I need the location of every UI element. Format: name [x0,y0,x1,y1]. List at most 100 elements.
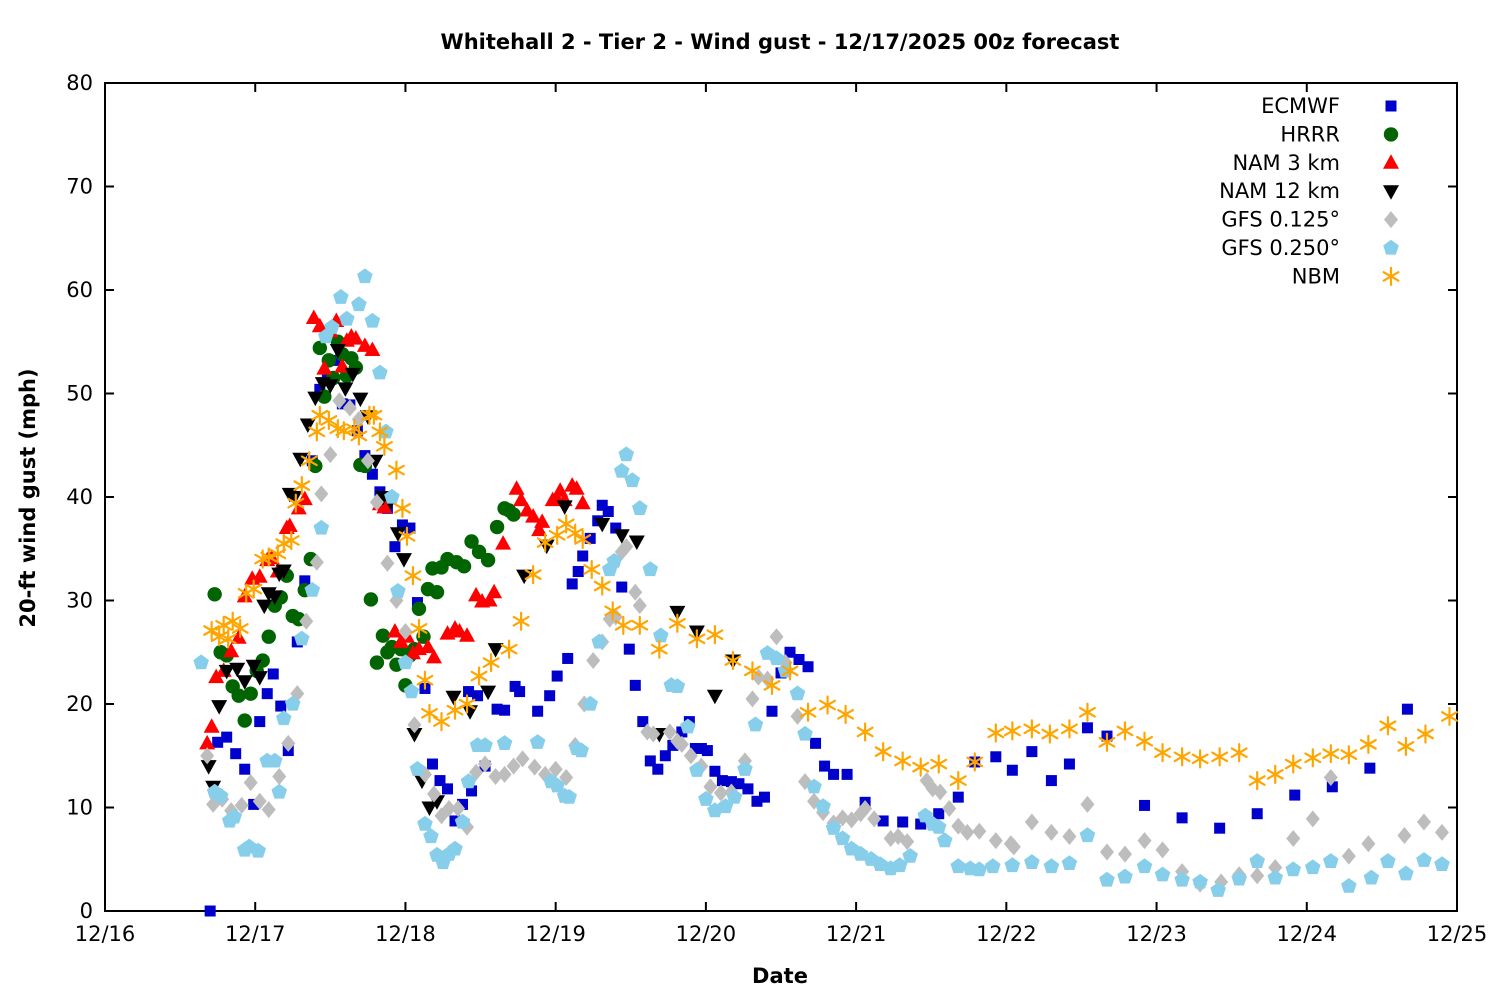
asterisk-spoke [1060,723,1078,735]
data-point-gfs-0-250 [384,488,400,504]
data-point-nbm [949,770,967,791]
data-point-ecmwf [1214,822,1226,834]
data-point-nbm [557,514,575,534]
x-axis-label: Date [752,964,808,988]
data-point-nbm [966,752,984,772]
data-point-nam-12-km [445,690,462,706]
data-point-gfs-0-125 [790,707,805,725]
data-point-ecmwf [1063,758,1075,770]
data-point-nam-12-km [251,671,268,686]
data-point-ecmwf [1326,781,1338,793]
data-point-nbm [219,629,237,649]
data-point-gfs-0-125 [988,832,1003,850]
data-point-ecmwf [366,468,378,480]
asterisk-spoke [1078,706,1096,718]
data-point-nam-3-km [513,491,530,507]
data-point-nam-12-km [245,659,262,675]
data-point-nbm [743,661,761,681]
data-point-gfs-0-250 [698,791,714,806]
data-point-nbm [282,530,300,551]
data-point-gfs-0-250 [1024,854,1040,869]
data-point-nam-12-km [236,675,253,690]
data-point-ecmwf [1045,775,1057,787]
data-point-nam-12-km [322,379,339,394]
data-point-ecmwf [204,905,216,917]
data-point-hrrr [411,601,427,616]
asterisk-spoke [1041,728,1059,740]
asterisk-spoke [987,727,1005,739]
data-point-nam-12-km [421,801,438,816]
asterisk-spoke [308,426,326,438]
data-point-nbm [365,405,383,425]
y-tick-label: 70 [66,175,93,199]
data-point-nam-12-km [211,700,228,715]
data-point-nam-3-km [199,734,216,750]
data-point-gfs-0-125 [261,801,276,819]
data-point-gfs-0-250 [1249,853,1266,868]
data-point-nbm [987,723,1005,743]
data-point-ecmwf [742,783,754,795]
data-point-nbm [583,559,601,580]
data-point-nbm [416,670,434,690]
asterisk-spoke [912,761,930,773]
data-point-hrrr [261,629,276,644]
data-point-nbm [1191,749,1209,769]
asterisk-spoke [1211,751,1229,763]
legend-marker-nam-3-km [1383,154,1399,169]
data-point-nbm [874,742,892,762]
data-point-gfs-0-250 [936,832,953,848]
data-point-ecmwf [915,818,927,830]
data-point-nbm [404,566,422,586]
data-point-nam-12-km [706,689,723,705]
data-point-nbm [433,711,450,732]
data-point-nam-12-km [406,728,423,743]
data-point-ecmwf [802,661,814,673]
data-point-nbm [1441,706,1458,727]
data-point-gfs-0-250 [653,627,669,643]
data-point-ecmwf [404,522,416,534]
data-point-gfs-0-125 [769,628,784,646]
data-point-gfs-0-125 [200,747,215,765]
data-point-nam-12-km [628,535,645,551]
legend-marker-nam-12-km [1383,185,1399,200]
data-point-gfs-0-125 [745,690,760,708]
data-point-gfs-0-125 [1341,847,1356,865]
data-point-gfs-0-125 [683,747,698,765]
data-point-gfs-0-250 [447,840,463,856]
data-point-nbm [470,666,488,686]
data-point-ecmwf [299,575,311,587]
data-point-gfs-0-125 [972,822,987,840]
data-point-nbm [335,421,353,441]
asterisk-spoke [482,657,500,668]
asterisk-spoke [524,569,542,580]
data-point-ecmwf [472,690,484,702]
data-point-gfs-0-125 [1361,835,1376,853]
data-point-gfs-0-250 [1043,858,1060,874]
data-point-ecmwf [221,731,233,743]
data-point-hrrr [237,713,252,728]
data-point-gfs-0-250 [1154,866,1171,882]
data-point-gfs-0-250 [747,716,764,732]
asterisk-spoke [320,415,338,426]
asterisk-spoke [837,708,855,720]
data-point-nbm [706,625,724,645]
data-point-hrrr [375,628,391,643]
data-point-gfs-0-125 [1268,859,1283,877]
data-point-nbm [566,523,584,543]
data-point-hrrr [312,340,328,356]
data-point-ecmwf [1401,703,1413,715]
data-point-ecmwf [897,816,909,828]
data-point-nbm [799,702,817,722]
data-point-gfs-0-250 [573,742,590,758]
data-point-gfs-0-250 [891,857,908,873]
data-point-ecmwf [499,704,511,716]
data-point-nbm [287,493,305,513]
data-point-hrrr [369,655,385,670]
data-point-ecmwf [602,505,614,517]
asterisk-spoke [593,580,611,592]
data-point-ecmwf [819,760,831,772]
data-point-gfs-0-250 [930,818,947,834]
data-point-ecmwf [990,751,1002,763]
x-tick-label: 12/22 [976,922,1037,946]
data-point-gfs-0-250 [737,761,753,776]
